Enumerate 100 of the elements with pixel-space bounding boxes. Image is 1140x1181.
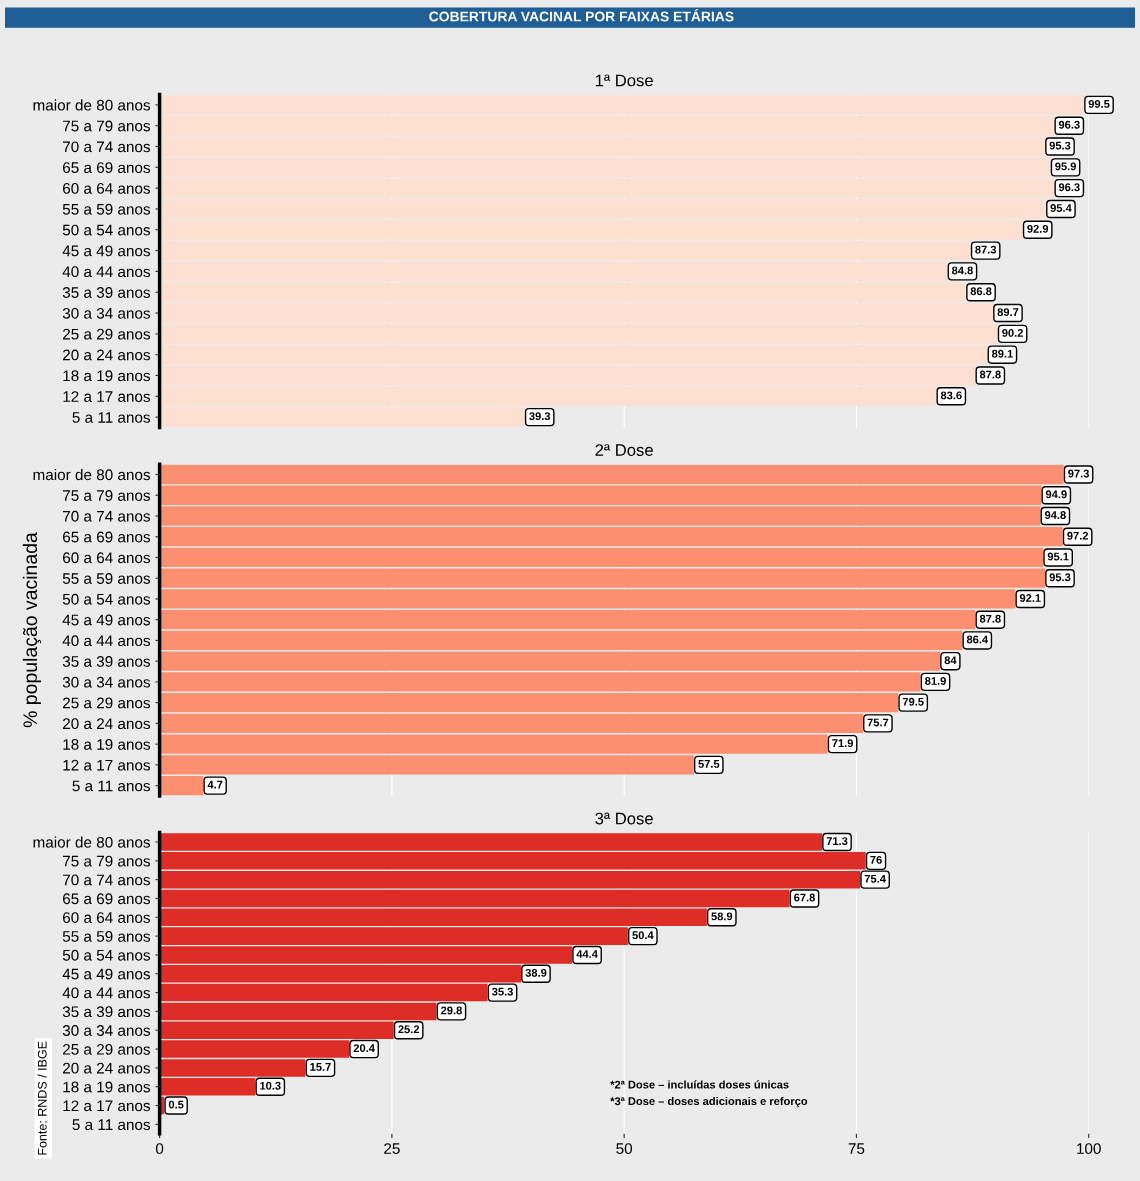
- y-tick-label: 75 a 79 anos: [63, 120, 151, 132]
- y-tick-label: 70 a 74 anos: [63, 874, 151, 886]
- y-tick-label: 70 a 74 anos: [63, 141, 151, 153]
- y-tick-label: 5 a 11 anos: [72, 780, 151, 792]
- data-label: 38.9: [525, 968, 547, 977]
- data-label: 87.8: [979, 370, 1001, 379]
- y-tick-label: 25 a 29 anos: [63, 697, 151, 709]
- data-label: 35.3: [491, 987, 513, 996]
- y-tick-label: 55 a 59 anos: [62, 203, 151, 215]
- data-label: 20.4: [353, 1044, 375, 1053]
- data-label: 79.5: [902, 697, 924, 706]
- y-tick-label: 25 a 29 anos: [63, 328, 151, 340]
- y-tick-label: 70 a 74 anos: [63, 510, 151, 522]
- data-label: 97.2: [1067, 531, 1089, 540]
- data-label: 89.7: [997, 308, 1019, 317]
- y-tick-label: 45 a 49 anos: [62, 968, 151, 980]
- y-tick-label: 55 a 59 anos: [62, 930, 151, 942]
- data-label: 0.5: [168, 1100, 184, 1109]
- y-tick-label: 55 a 59 anos: [62, 573, 151, 584]
- data-label: 39.3: [529, 412, 551, 421]
- data-label: 95.3: [1049, 573, 1071, 582]
- data-label: 4.7: [207, 780, 223, 789]
- data-label: 71.3: [826, 837, 848, 846]
- y-tick-label: 35 a 39 anos: [62, 656, 151, 667]
- data-label: 58.9: [711, 912, 733, 921]
- y-tick-label: 60 a 64 anos: [63, 552, 151, 564]
- data-label: 25.2: [398, 1025, 420, 1034]
- data-label: 84.8: [952, 266, 973, 275]
- data-label: 96.3: [1058, 120, 1080, 129]
- data-label: 15.7: [310, 1063, 331, 1071]
- y-tick-label: 50 a 54 anos: [62, 949, 151, 961]
- y-tick-label: 45 a 49 anos: [62, 245, 151, 257]
- y-tick-label: 20 a 24 anos: [63, 349, 151, 361]
- chart-subtitle: 2ª Dose: [595, 444, 653, 456]
- data-label: 87.3: [975, 245, 997, 254]
- source-note: Fonte: RNDS / IBGE: [37, 1041, 47, 1155]
- y-tick-label: 40 a 44 anos: [62, 635, 151, 647]
- data-label: 97.3: [1068, 469, 1089, 478]
- chart-title: COBERTURA VACINAL POR FAIXAS ETÁRIAS: [429, 9, 734, 22]
- data-label: 89.1: [991, 349, 1013, 358]
- annotation: *3ª Dose – doses adicionais e reforço: [610, 1096, 808, 1108]
- data-label: 99.5: [1088, 100, 1110, 108]
- y-tick-label: 45 a 49 anos: [62, 614, 151, 626]
- y-tick-label: maior de 80 anos: [33, 99, 151, 111]
- data-label: 95.9: [1055, 162, 1076, 171]
- y-tick-label: 50 a 54 anos: [62, 224, 151, 236]
- data-label: 29.8: [441, 1006, 462, 1015]
- y-tick-label: 18 a 19 anos: [63, 370, 151, 382]
- data-label: 10.3: [260, 1081, 281, 1090]
- y-tick-label: maior de 80 anos: [33, 836, 151, 848]
- y-tick-label: 20 a 24 anos: [63, 1062, 151, 1074]
- y-tick-label: 65 a 69 anos: [63, 893, 151, 905]
- y-tick-label: 30 a 34 anos: [62, 676, 151, 688]
- y-tick-label: 40 a 44 anos: [62, 987, 151, 999]
- chart-subtitle: 1ª Dose: [595, 74, 653, 87]
- data-label: 96.3: [1058, 183, 1080, 192]
- data-label: 81.9: [925, 677, 946, 685]
- data-label: 92.1: [1019, 594, 1041, 602]
- data-label: 90.2: [1002, 328, 1023, 337]
- data-label: 94.8: [1044, 511, 1066, 519]
- y-tick-label: 18 a 19 anos: [63, 1081, 151, 1093]
- chart-subtitle: 3ª Dose: [595, 812, 653, 825]
- y-tick-label: 5 a 11 anos: [72, 412, 151, 423]
- y-tick-label: 12 a 17 anos: [63, 391, 151, 402]
- data-label: 94.9: [1045, 490, 1067, 499]
- data-label: 76: [870, 855, 882, 864]
- y-tick-label: 30 a 34 anos: [62, 307, 151, 319]
- y-tick-label: 60 a 64 anos: [63, 183, 151, 194]
- annotation: *2ª Dose – incluídas doses únicas: [610, 1080, 789, 1089]
- y-tick-label: 20 a 24 anos: [63, 718, 151, 730]
- data-label: 44.4: [576, 950, 598, 958]
- data-label: 95.4: [1050, 204, 1072, 212]
- data-label: 83.6: [940, 391, 962, 400]
- x-tick-label: 75: [848, 1143, 865, 1155]
- x-tick-label: 25: [384, 1143, 400, 1155]
- y-tick-label: maior de 80 anos: [33, 468, 151, 481]
- x-tick-label: 100: [1077, 1143, 1101, 1155]
- data-label: 67.8: [794, 893, 815, 902]
- data-label: 75.7: [867, 718, 889, 727]
- y-tick-label: 12 a 17 anos: [63, 759, 151, 771]
- data-label: 87.8: [979, 614, 1001, 623]
- data-label: 84: [944, 656, 957, 665]
- data-label: 95.3: [1049, 141, 1071, 150]
- data-label: 75.4: [864, 874, 886, 883]
- y-tick-label: 35 a 39 anos: [62, 1006, 151, 1018]
- data-label: 86.8: [970, 287, 992, 296]
- x-tick-label: 0: [155, 1143, 164, 1155]
- y-axis-title: % população vacinada: [22, 532, 42, 728]
- data-label: 86.4: [966, 635, 989, 644]
- y-tick-label: 75 a 79 anos: [63, 490, 151, 501]
- data-label: 57.5: [698, 760, 720, 768]
- y-tick-label: 5 a 11 anos: [72, 1119, 151, 1131]
- data-label: 50.4: [632, 931, 654, 940]
- y-tick-label: 75 a 79 anos: [63, 855, 151, 867]
- y-tick-label: 40 a 44 anos: [62, 266, 151, 278]
- y-tick-label: 12 a 17 anos: [63, 1100, 151, 1112]
- y-tick-label: 60 a 64 anos: [63, 912, 151, 923]
- data-label: 95.1: [1047, 552, 1069, 561]
- x-tick-label: 50: [616, 1143, 633, 1155]
- y-tick-label: 65 a 69 anos: [63, 162, 151, 174]
